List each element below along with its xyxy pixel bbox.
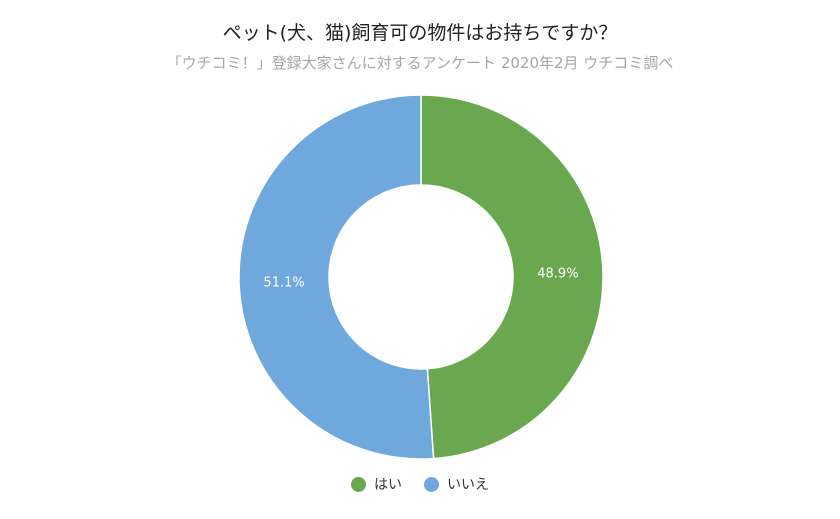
chart-title: ペット(犬、猫)飼育可の物件はお持ちですか？ <box>222 22 618 44</box>
legend-item-no: いいえ <box>424 474 489 494</box>
legend: はい いいえ <box>0 474 840 494</box>
data-label-no: 51.1% <box>263 276 304 291</box>
legend-marker-yes <box>351 476 366 492</box>
slice-no <box>238 94 435 460</box>
slice-yes <box>420 94 604 460</box>
legend-item-yes: はい <box>351 474 402 494</box>
data-label-yes: 48.9% <box>537 266 578 281</box>
chart-subtitle: 「ウチコミ！」登録大家さんに対するアンケート 2020年2月 ウチコミ調べ <box>166 54 674 72</box>
legend-marker-no <box>424 476 439 492</box>
legend-label-yes: はい <box>374 477 402 493</box>
legend-label-no: いいえ <box>447 477 489 493</box>
